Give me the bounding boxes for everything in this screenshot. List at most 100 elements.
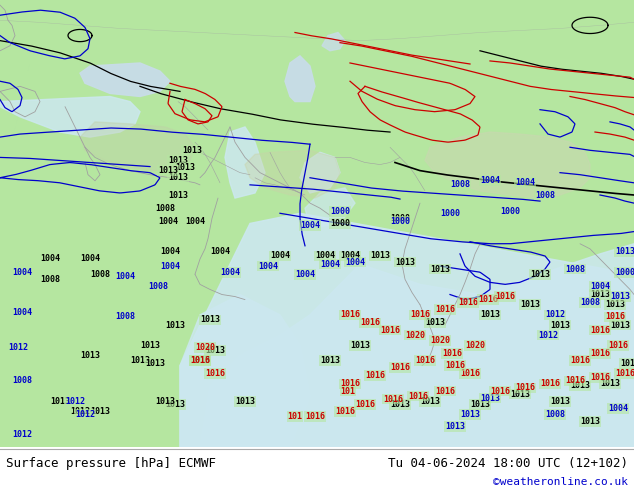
Text: 1016: 1016 [435, 387, 455, 395]
Text: 1013: 1013 [168, 173, 188, 182]
Text: 1004: 1004 [300, 221, 320, 230]
Text: 1004: 1004 [40, 254, 60, 264]
Polygon shape [225, 127, 265, 198]
Text: 1008: 1008 [12, 376, 32, 385]
Text: 1016: 1016 [490, 387, 510, 395]
Text: 1013: 1013 [580, 417, 600, 426]
Text: 1013: 1013 [570, 381, 590, 391]
Text: 1016: 1016 [205, 369, 225, 378]
Text: 1012: 1012 [538, 331, 558, 340]
Text: 1016: 1016 [495, 292, 515, 301]
Text: 1013: 1013 [130, 356, 150, 365]
Text: 1016: 1016 [605, 313, 625, 321]
Text: 1013: 1013 [235, 397, 255, 406]
Polygon shape [300, 152, 340, 193]
Text: 1004: 1004 [220, 268, 240, 277]
Text: 1016: 1016 [380, 325, 400, 335]
Text: 1013: 1013 [168, 191, 188, 199]
Text: 1013: 1013 [480, 393, 500, 403]
Text: 1004: 1004 [160, 247, 180, 256]
Text: 1013: 1013 [145, 359, 165, 368]
Text: 1013: 1013 [550, 397, 570, 406]
Text: 1004: 1004 [270, 251, 290, 261]
Text: Surface pressure [hPa] ECMWF: Surface pressure [hPa] ECMWF [6, 457, 216, 470]
Text: 1016: 1016 [615, 369, 634, 378]
Text: 1013: 1013 [480, 310, 500, 319]
Text: 1012: 1012 [545, 310, 565, 319]
Text: 1013: 1013 [460, 410, 480, 419]
Text: 1016: 1016 [590, 325, 610, 335]
Text: 1004: 1004 [210, 247, 230, 256]
Text: 1016: 1016 [608, 341, 628, 350]
Text: 1020: 1020 [195, 343, 215, 352]
Polygon shape [0, 0, 634, 447]
Text: 1013: 1013 [610, 292, 630, 301]
Polygon shape [305, 188, 355, 228]
Text: 1000: 1000 [330, 219, 350, 228]
Text: 1016: 1016 [565, 376, 585, 385]
Text: 1000: 1000 [500, 207, 520, 216]
Text: 1013: 1013 [600, 379, 620, 389]
Text: ©weatheronline.co.uk: ©weatheronline.co.uk [493, 477, 628, 487]
Text: 1012: 1012 [65, 397, 85, 406]
Text: 1013: 1013 [390, 400, 410, 409]
Text: 1004: 1004 [12, 268, 32, 277]
Text: 1012: 1012 [75, 410, 95, 419]
Text: 1013: 1013 [445, 422, 465, 431]
Text: 1013: 1013 [530, 270, 550, 279]
Text: 1004: 1004 [320, 260, 340, 269]
Text: 1008: 1008 [155, 204, 175, 213]
Text: 1008: 1008 [545, 410, 565, 419]
Text: 1013: 1013 [550, 320, 570, 329]
Text: 1013: 1013 [610, 320, 630, 329]
Text: 1016: 1016 [383, 394, 403, 404]
Text: 1013: 1013 [190, 356, 210, 365]
Text: 1004: 1004 [258, 262, 278, 270]
Text: 1004: 1004 [160, 262, 180, 270]
Text: 1013: 1013 [320, 356, 340, 365]
Text: 1013: 1013 [182, 146, 202, 155]
Text: 1013: 1013 [50, 397, 70, 406]
Polygon shape [80, 122, 195, 171]
Text: 1004: 1004 [295, 270, 315, 279]
Text: 1013: 1013 [155, 397, 175, 406]
Text: 1016: 1016 [305, 412, 325, 421]
Text: 1013: 1013 [520, 300, 540, 309]
Text: 1008: 1008 [535, 191, 555, 199]
Polygon shape [180, 294, 310, 447]
Text: 1016: 1016 [408, 392, 428, 401]
Text: 1013: 1013 [200, 316, 220, 324]
Text: 1013: 1013 [420, 397, 440, 406]
Text: 1008: 1008 [450, 180, 470, 189]
Text: 1008: 1008 [40, 275, 60, 284]
Text: 1016: 1016 [590, 349, 610, 358]
Text: 1000: 1000 [440, 209, 460, 218]
Text: 1013: 1013 [90, 407, 110, 416]
Text: 1013: 1013 [80, 351, 100, 360]
Text: 1020: 1020 [430, 336, 450, 345]
Text: 1013: 1013 [395, 258, 415, 267]
Text: 101: 101 [287, 412, 302, 421]
Text: 1016: 1016 [335, 407, 355, 416]
Text: 1013: 1013 [140, 341, 160, 350]
Text: 1016: 1016 [570, 356, 590, 365]
Text: 1013: 1013 [615, 247, 634, 256]
Polygon shape [322, 32, 345, 51]
Text: 1004: 1004 [608, 404, 628, 413]
Text: 1016: 1016 [355, 400, 375, 409]
Text: 1016: 1016 [365, 371, 385, 380]
Polygon shape [425, 132, 590, 198]
Text: 1012: 1012 [12, 430, 32, 439]
Text: 1016: 1016 [590, 373, 610, 382]
Text: 1013: 1013 [370, 251, 390, 261]
Text: 1004: 1004 [480, 176, 500, 185]
Text: 1016: 1016 [190, 356, 210, 365]
Text: 1013: 1013 [165, 320, 185, 329]
Text: 1016: 1016 [415, 356, 435, 365]
Text: 1016: 1016 [515, 384, 535, 392]
Text: 1016: 1016 [435, 305, 455, 314]
Text: 1016: 1016 [458, 298, 478, 307]
Text: 1008: 1008 [90, 270, 110, 279]
Text: 1008: 1008 [115, 313, 135, 321]
Text: 1013: 1013 [175, 163, 195, 172]
